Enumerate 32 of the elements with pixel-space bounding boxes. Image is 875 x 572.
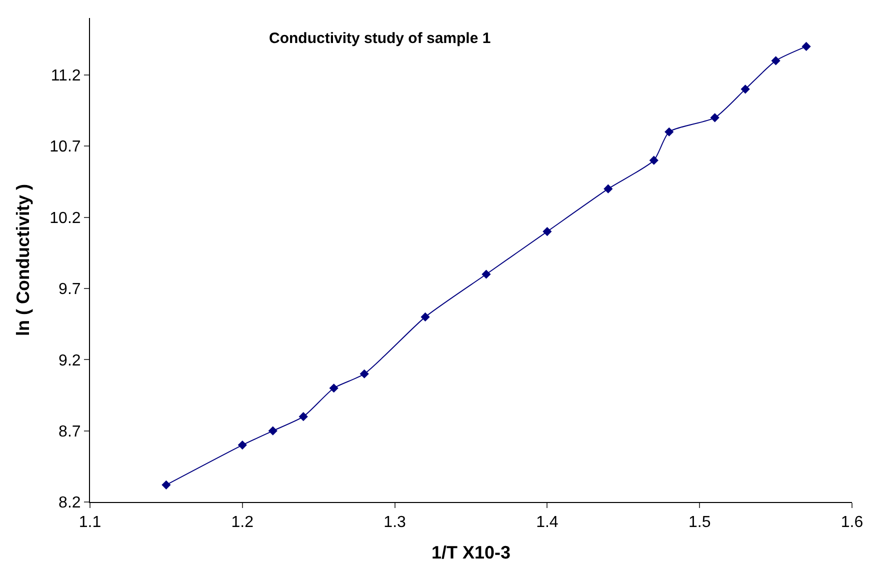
- point: [604, 184, 613, 194]
- y-tick-label: 8.2: [58, 494, 81, 512]
- point: [360, 369, 369, 378]
- y-tick-label: 9.7: [58, 281, 81, 298]
- y-tick-label: 8.7: [58, 423, 81, 440]
- point: [649, 156, 658, 165]
- y-tick-label: 10.2: [50, 210, 81, 227]
- x-tick-label: 1.2: [231, 514, 254, 532]
- x-tick-label: 1.6: [840, 514, 864, 532]
- point: [710, 113, 720, 122]
- point: [238, 440, 247, 450]
- x-axis-title: 1/T X10-3: [431, 542, 511, 562]
- point: [162, 480, 171, 490]
- point: [482, 270, 491, 279]
- point: [329, 384, 338, 393]
- point: [740, 84, 750, 94]
- point: [771, 56, 780, 66]
- point: [298, 412, 308, 422]
- point: [664, 127, 674, 136]
- x-tick-label: 1.5: [688, 514, 711, 532]
- point: [420, 312, 430, 322]
- text: Conductivity study of sample 1: [269, 30, 491, 47]
- y-tick-label: 11.2: [50, 68, 81, 85]
- y-axis-title: ln ( Conductivity ): [12, 184, 33, 336]
- x-tick-label: 1.4: [536, 514, 558, 532]
- x-tick-label: 1.3: [384, 514, 406, 532]
- y-tick-label: 10.7: [50, 138, 81, 156]
- point: [802, 42, 811, 52]
- point: [268, 426, 278, 436]
- point: [542, 226, 552, 236]
- x-tick-label: 1.1: [78, 514, 102, 532]
- y-tick-label: 9.2: [58, 352, 81, 370]
